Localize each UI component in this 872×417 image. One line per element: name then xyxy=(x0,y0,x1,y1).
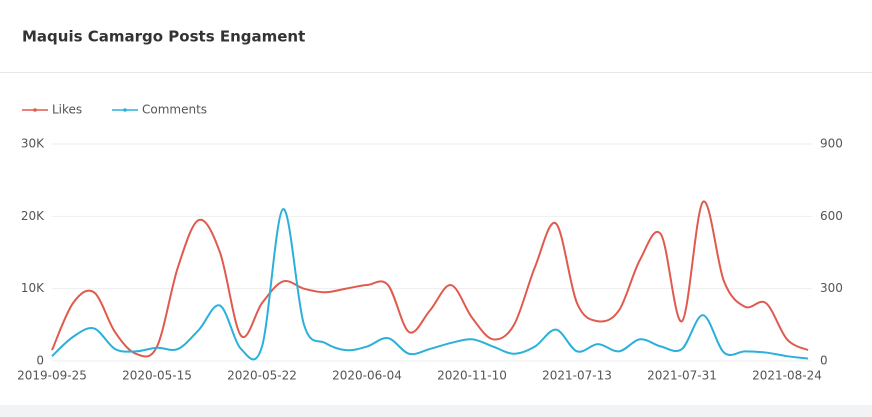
y2-tick-label: 600 xyxy=(820,209,843,223)
legend-dot xyxy=(123,108,127,112)
legend-label: Comments xyxy=(142,103,207,117)
y2-tick-label: 0 xyxy=(820,354,828,368)
line-0 xyxy=(51,200,809,358)
y-tick-label: 30K xyxy=(21,137,45,151)
y-tick-label: 10K xyxy=(21,281,45,295)
legend-dot xyxy=(33,108,37,112)
x-tick-label: 2021-07-13 xyxy=(542,369,612,383)
y-tick-label: 0 xyxy=(36,354,44,368)
legend-label: Likes xyxy=(52,103,82,117)
y2-tick-label: 900 xyxy=(820,137,843,151)
y-tick-label: 20K xyxy=(21,209,45,223)
x-tick-label: 2019-09-25 xyxy=(17,369,87,383)
footer-strip xyxy=(0,405,872,417)
x-tick-label: 2021-08-24 xyxy=(752,369,822,383)
chart-title: Maquis Camargo Posts Engament xyxy=(22,28,305,46)
x-tick-label: 2021-07-31 xyxy=(647,369,717,383)
x-tick-label: 2020-05-22 xyxy=(227,369,297,383)
line-1 xyxy=(51,208,809,361)
x-tick-label: 2020-06-04 xyxy=(332,369,402,383)
y2-tick-label: 300 xyxy=(820,281,843,295)
x-tick-label: 2020-11-10 xyxy=(437,369,507,383)
x-tick-label: 2020-05-15 xyxy=(122,369,192,383)
